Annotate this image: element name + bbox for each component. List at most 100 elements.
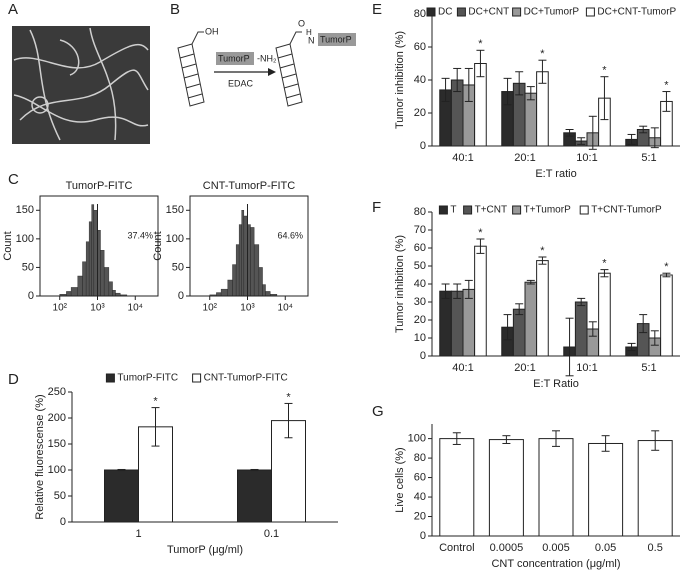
bar [538, 438, 574, 537]
legend-swatch [192, 373, 202, 383]
significance-mark: * [153, 396, 158, 408]
histogram-bin [93, 210, 98, 297]
x-tick-label: 20:1 [514, 362, 535, 374]
histogram-bin [82, 261, 87, 297]
legend-swatch [585, 7, 595, 17]
bar [524, 281, 538, 357]
nanotube-left [177, 31, 205, 107]
bar [488, 439, 524, 537]
y-tick-label: 0 [420, 530, 426, 542]
histogram-bin [91, 204, 95, 297]
histogram-bin [220, 288, 228, 297]
significance-mark: * [286, 391, 291, 403]
bar [462, 288, 476, 357]
annotation: 64.6% [278, 230, 304, 240]
histogram-bin [232, 264, 237, 297]
y-tick-label: 100 [16, 233, 34, 245]
acid-label: OH [205, 26, 219, 36]
nanotube-strands [13, 27, 149, 141]
y-tick-label: 10 [414, 332, 426, 344]
y-tick-label: 60 [414, 471, 426, 483]
y-tick-label: 20 [414, 107, 426, 119]
y-tick-label: 50 [22, 261, 34, 273]
amide-n: N [308, 35, 315, 45]
panel-letter: D [8, 371, 19, 388]
y-tick-label: 200 [48, 412, 66, 424]
y-tick-label: 40 [414, 74, 426, 86]
histogram-bin [258, 267, 263, 297]
amide-h: H [306, 28, 312, 37]
histogram-bin [77, 275, 83, 297]
x-tick-label: 1 [135, 528, 141, 540]
legend-label: T+CNT [475, 205, 508, 216]
y-tick-label: 70 [414, 224, 426, 236]
x-tick-label: 10² [203, 303, 218, 314]
y-tick-label: 100 [166, 233, 184, 245]
y-tick-label: 40 [414, 278, 426, 290]
histogram-bin [100, 250, 105, 297]
x-axis-label: CNT concentration (μg/ml) [491, 558, 620, 570]
legend-label: DC+CNT [468, 7, 509, 18]
legend-swatch [456, 7, 466, 17]
x-tick-label: 0.05 [595, 542, 616, 554]
panel-letter: C [8, 171, 19, 188]
y-tick-label: 20 [414, 510, 426, 522]
y-tick-label: 0 [60, 516, 66, 528]
significance-mark: * [664, 261, 669, 273]
y-tick-label: 0 [420, 140, 426, 152]
panel-letter: B [170, 1, 180, 18]
panel-letter: A [8, 1, 18, 18]
x-tick-label: Control [439, 542, 474, 554]
product-label: TumorP [320, 34, 352, 44]
annotation: 37.4% [128, 230, 154, 240]
bar [237, 469, 272, 523]
histogram-bin [241, 210, 245, 297]
plot-frame [39, 195, 159, 297]
nanotube-right [275, 31, 303, 107]
bar [574, 301, 588, 357]
legend-label: TumorP-FITC [117, 373, 178, 384]
y-tick-label: 150 [48, 438, 66, 450]
y-axis-label: Tumor inhibition (%) [394, 31, 406, 129]
y-axis-label: Tumor inhibition (%) [394, 235, 406, 333]
bar [637, 440, 673, 537]
bar [474, 245, 487, 357]
significance-mark: * [540, 245, 545, 257]
bar [450, 290, 464, 357]
x-tick-label: 5:1 [641, 362, 656, 374]
legend-swatch [579, 205, 589, 215]
legend-swatch [438, 205, 448, 215]
y-tick-label: 0 [178, 290, 184, 302]
y-tick-label: 80 [414, 452, 426, 464]
histogram-bin [265, 291, 271, 297]
significance-mark: * [602, 65, 607, 77]
bar [660, 274, 673, 357]
histogram-bin [88, 221, 92, 297]
amide-o: O [298, 18, 305, 28]
bar [536, 260, 549, 357]
significance-mark: * [540, 48, 545, 60]
legend-label: T+TumorP [524, 205, 571, 216]
plot-frame [189, 195, 309, 297]
micrograph [12, 26, 150, 144]
panel-letter: F [372, 199, 381, 216]
y-tick-label: 30 [414, 296, 426, 308]
x-tick-label: 10⁴ [278, 303, 293, 314]
legend-swatch [426, 7, 436, 17]
legend-label: DC+TumorP [524, 7, 580, 18]
legend-label: T+CNT-TumorP [591, 205, 662, 216]
y-tick-label: 60 [414, 41, 426, 53]
y-tick-label: 100 [48, 464, 66, 476]
x-tick-label: 40:1 [452, 152, 473, 164]
histogram-bin [243, 215, 248, 297]
legend-swatch [512, 205, 522, 215]
significance-mark: * [478, 38, 483, 50]
x-tick-label: 0.5 [648, 542, 663, 554]
product-box [318, 33, 356, 46]
y-axis-label: Count [2, 231, 14, 260]
y-tick-label: 50 [414, 260, 426, 272]
bar [588, 442, 624, 537]
histogram-bin [238, 224, 242, 297]
histogram-bin [235, 244, 240, 297]
